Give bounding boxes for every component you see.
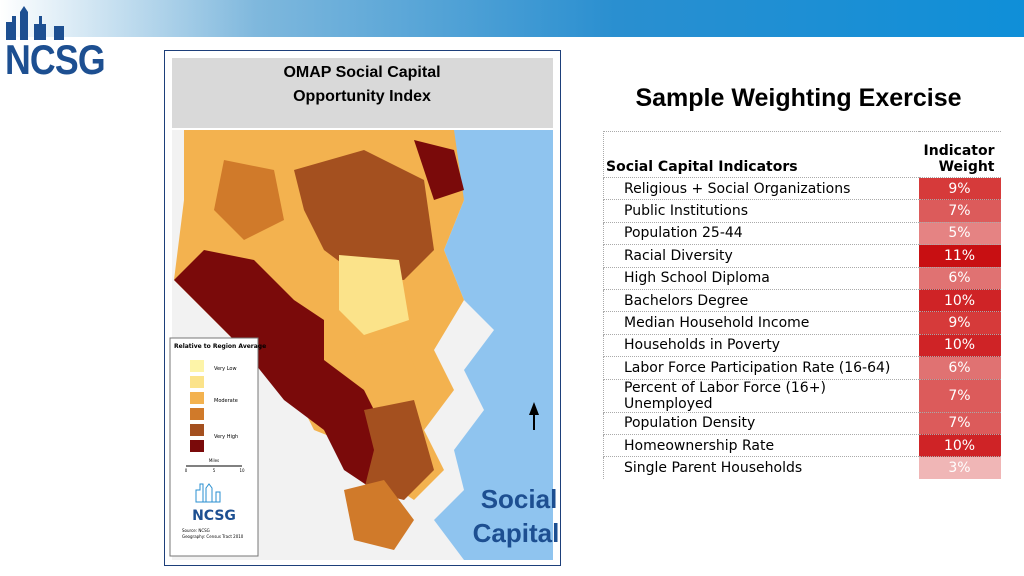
table-row: High School Diploma 6% <box>603 266 1001 290</box>
weight-cell: 10% <box>918 433 1001 457</box>
table-row: Public Institutions 7% <box>603 199 1001 223</box>
map-label: Social <box>481 484 558 514</box>
map-logo: NCSG <box>192 508 236 524</box>
map: OMAP Social Capital Opportunity Index Re… <box>164 50 561 566</box>
table-row: Population Density 7% <box>603 411 1001 435</box>
logo-icon <box>6 6 64 40</box>
scale-tick: 0 <box>185 468 188 473</box>
weight-cell: 7% <box>918 411 1001 435</box>
weights-table: Social Capital Indicators Indicator Weigh… <box>603 131 1001 479</box>
weight-cell: 3% <box>918 456 1001 479</box>
indicator-cell: Labor Force Participation Rate (16-64) <box>603 356 919 380</box>
header-bar <box>0 0 1024 37</box>
indicator-cell: Homeownership Rate <box>603 433 919 457</box>
header-cell: Indicator Weight <box>918 131 1001 178</box>
table-row: Percent of Labor Force (16+) Unemployed 7… <box>603 378 1001 413</box>
scale-tick: 10 <box>239 468 245 473</box>
map-geography: Geography: Census Tract 2010 <box>182 534 244 539</box>
indicator-cell: Median Household Income <box>603 311 919 335</box>
weight-cell: 10% <box>918 288 1001 312</box>
table-row: Households in Poverty 10% <box>603 333 1001 357</box>
legend-label: Moderate <box>214 398 238 404</box>
header-line: Indicator <box>923 143 995 159</box>
logo-text: NCSG <box>5 36 106 83</box>
map-title: OMAP Social Capital <box>283 64 440 81</box>
weight-cell: 6% <box>918 266 1001 290</box>
table-row: Bachelors Degree 10% <box>603 288 1001 312</box>
map-label: Capital <box>473 518 560 548</box>
indicator-cell: Religious + Social Organizations <box>603 176 919 200</box>
indicator-cell: Public Institutions <box>603 199 919 223</box>
indicator-cell: High School Diploma <box>603 266 919 290</box>
indicator-cell: Single Parent Households <box>603 456 919 479</box>
table-row: Labor Force Participation Rate (16-64) 6% <box>603 356 1001 380</box>
legend-label: Very Low <box>214 366 237 372</box>
map-title: Opportunity Index <box>293 88 431 105</box>
scale-tick: 5 <box>213 468 216 473</box>
indicator-cell: Racial Diversity <box>603 244 919 268</box>
indicator-cell: Bachelors Degree <box>603 288 919 312</box>
weight-cell: 11% <box>918 244 1001 268</box>
indicator-cell: Population Density <box>603 411 919 435</box>
weight-cell: 5% <box>918 221 1001 245</box>
weight-cell: 10% <box>918 333 1001 357</box>
weight-cell: 9% <box>918 311 1001 335</box>
table-row: Religious + Social Organizations 9% <box>603 176 1001 200</box>
indicator-cell: Percent of Labor Force (16+) Unemployed <box>603 378 919 413</box>
table-row: Single Parent Households 3% <box>603 456 1001 479</box>
legend-title: Relative to Region Average <box>174 343 266 350</box>
weight-cell: 9% <box>918 176 1001 200</box>
weight-cell: 7% <box>918 378 1001 413</box>
table-row: Median Household Income 9% <box>603 311 1001 335</box>
weight-cell: 7% <box>918 199 1001 223</box>
legend-label: Very High <box>214 434 238 440</box>
header-cell: Social Capital Indicators <box>603 131 919 178</box>
map-source: Source: NCSG <box>182 528 210 533</box>
table-row: Homeownership Rate 10% <box>603 433 1001 457</box>
indicator-cell: Population 25-44 <box>603 221 919 245</box>
indicator-cell: Households in Poverty <box>603 333 919 357</box>
table-title: Sample Weighting Exercise <box>635 84 962 112</box>
header-row: Social Capital Indicators Indicator Weigh… <box>603 131 1001 178</box>
table-row: Population 25-44 5% <box>603 221 1001 245</box>
table-row: Racial Diversity 11% <box>603 244 1001 268</box>
scale-title: Miles <box>209 458 219 463</box>
weight-cell: 6% <box>918 356 1001 380</box>
header-line: Weight <box>938 159 995 175</box>
